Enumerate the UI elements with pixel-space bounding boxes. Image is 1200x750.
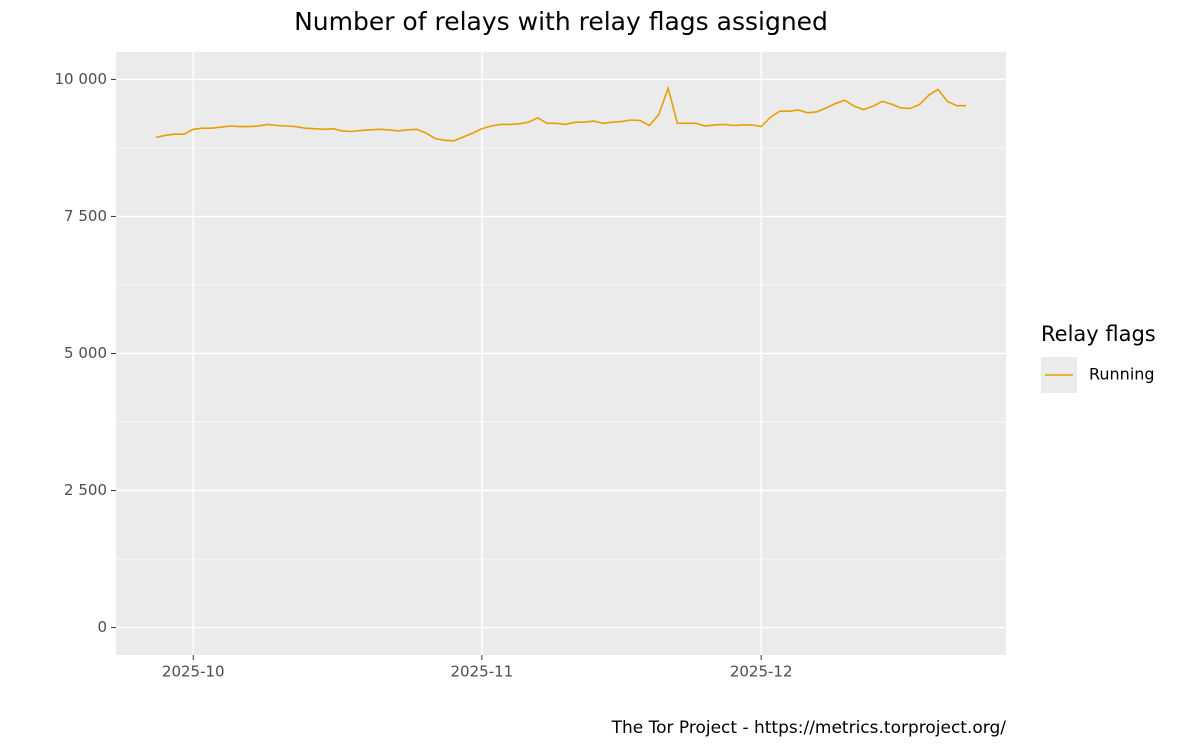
x-tick-label: 2025-10 (162, 663, 225, 681)
chart-title: Number of relays with relay flags assign… (294, 7, 828, 36)
x-tick-label: 2025-11 (451, 663, 514, 681)
y-tick-label: 7 500 (64, 207, 107, 225)
y-tick-label: 10 000 (55, 70, 108, 88)
x-tick-label: 2025-12 (730, 663, 793, 681)
y-tick-label: 0 (97, 618, 107, 636)
legend-label: Running (1089, 365, 1155, 384)
legend-title: Relay flags (1041, 322, 1156, 346)
y-tick-label: 5 000 (64, 344, 107, 362)
caption: The Tor Project - https://metrics.torpro… (611, 718, 1007, 738)
line (155, 85, 966, 142)
y-tick-label: 2 500 (64, 481, 107, 499)
